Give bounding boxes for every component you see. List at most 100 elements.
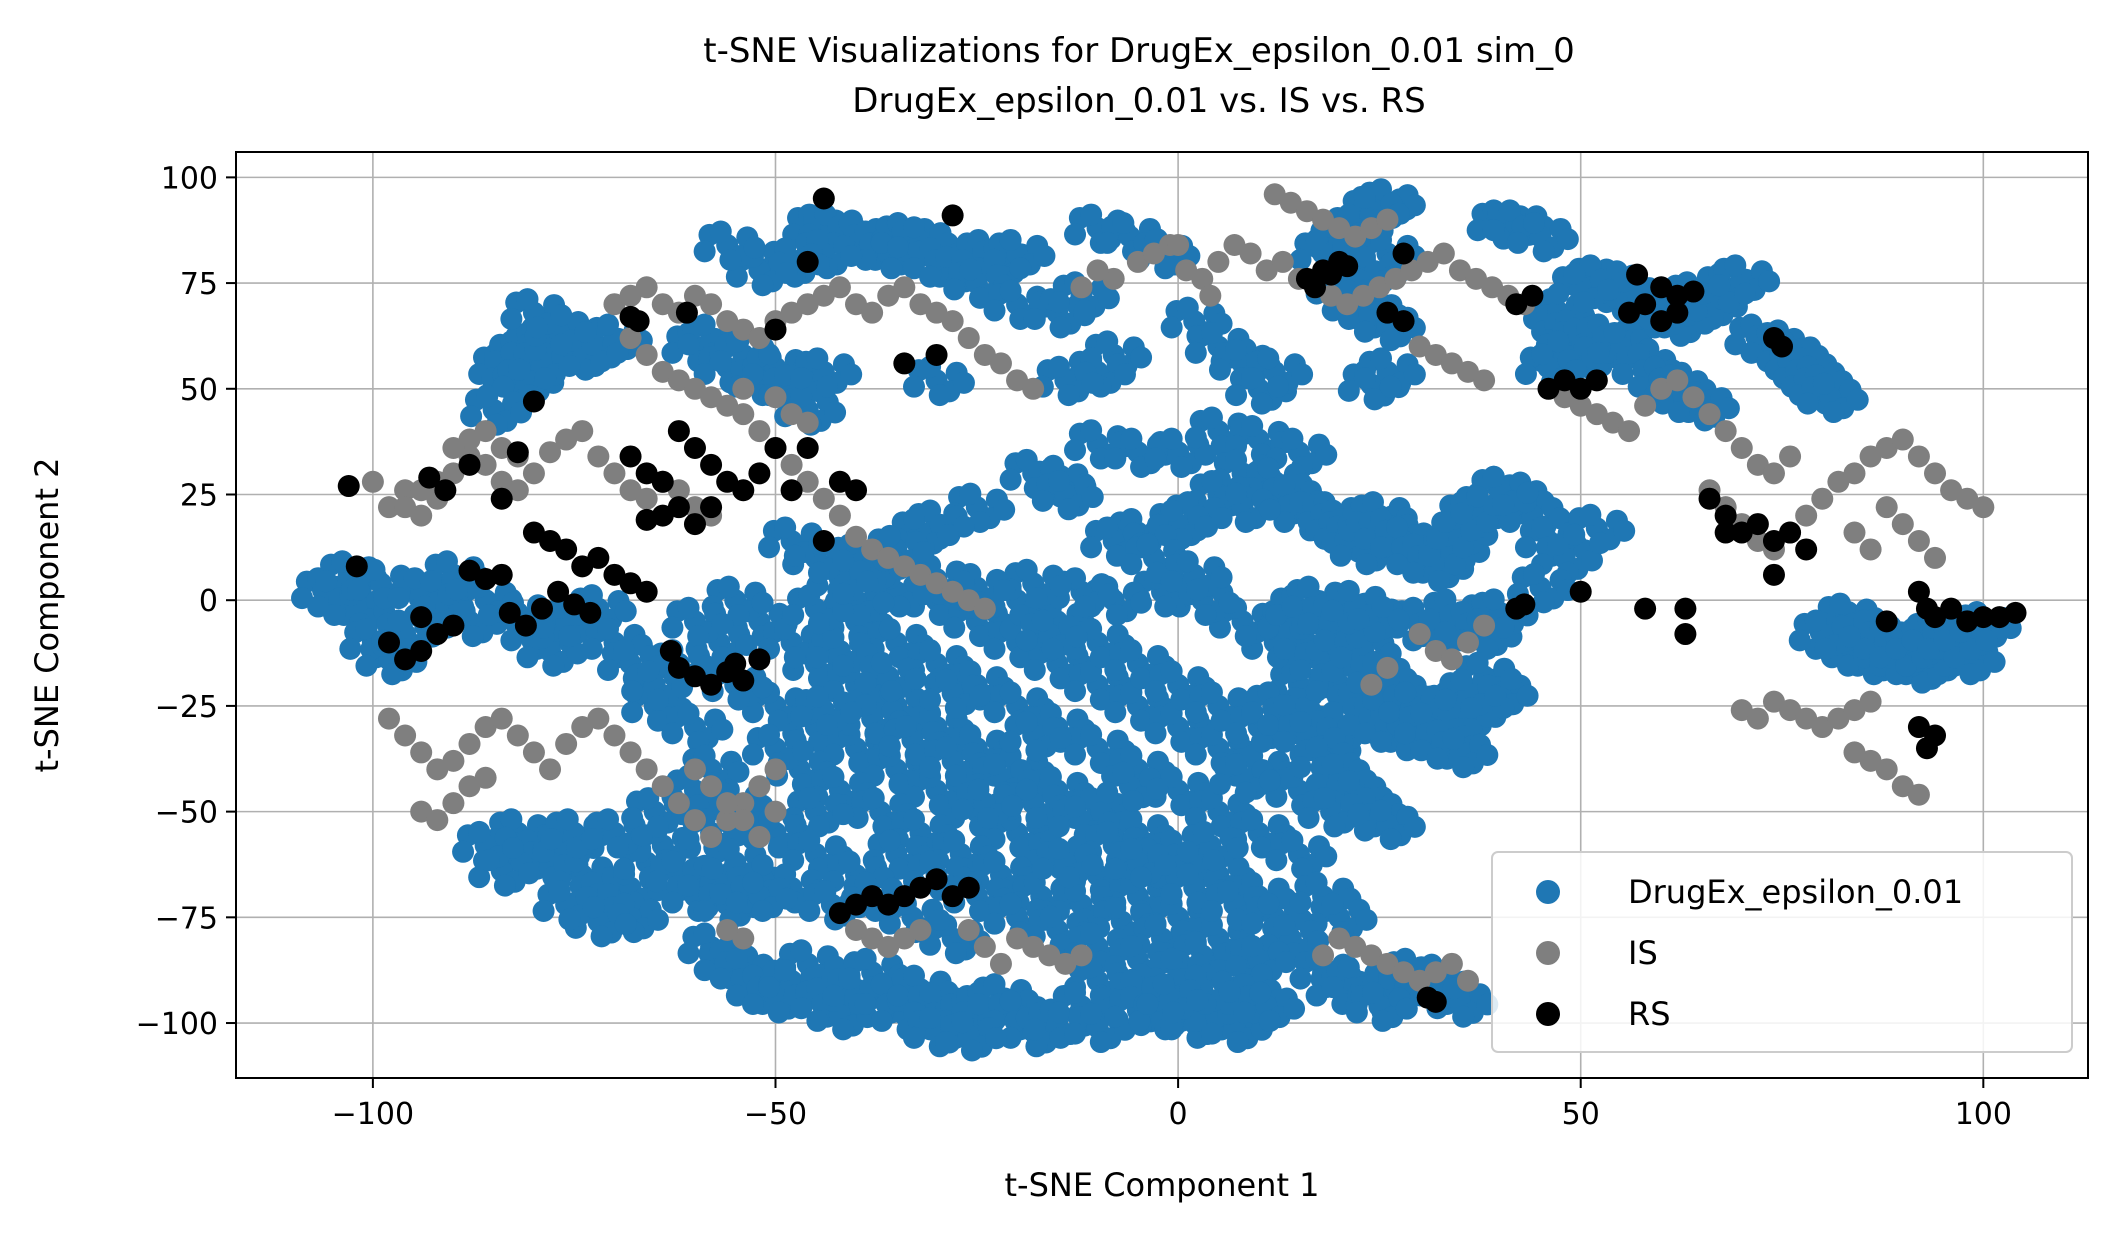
legend: DrugEx_epsilon_0.01 IS RS — [1491, 851, 2073, 1053]
point-drugex-epsilon-0-01 — [902, 508, 925, 531]
point-drugex-epsilon-0-01 — [1370, 536, 1393, 559]
point-drugex-epsilon-0-01 — [1217, 880, 1240, 903]
point-is — [1352, 284, 1375, 307]
point-drugex-epsilon-0-01 — [307, 595, 330, 618]
point-is — [619, 284, 642, 307]
x-axis-label: t-SNE Component 1 — [1004, 1166, 1319, 1204]
point-drugex-epsilon-0-01 — [832, 582, 855, 605]
point-drugex-epsilon-0-01 — [935, 736, 958, 759]
point-drugex-epsilon-0-01 — [1329, 646, 1352, 669]
point-is — [716, 809, 739, 832]
point-is — [732, 318, 755, 341]
point-drugex-epsilon-0-01 — [693, 922, 716, 945]
point-rs — [1915, 737, 1938, 760]
point-is — [1473, 369, 1496, 392]
point-drugex-epsilon-0-01 — [1081, 853, 1104, 876]
point-is — [1006, 927, 1029, 950]
point-drugex-epsilon-0-01 — [1064, 439, 1087, 462]
point-drugex-epsilon-0-01 — [993, 579, 1016, 602]
point-is — [619, 327, 642, 350]
point-rs — [345, 555, 368, 578]
point-drugex-epsilon-0-01 — [807, 667, 830, 690]
point-rs — [675, 301, 698, 324]
point-rs — [1320, 263, 1343, 286]
point-drugex-epsilon-0-01 — [590, 350, 613, 373]
point-is — [1907, 783, 1930, 806]
point-drugex-epsilon-0-01 — [1531, 343, 1554, 366]
point-drugex-epsilon-0-01 — [880, 257, 903, 280]
point-is — [506, 724, 529, 747]
point-is — [683, 377, 706, 400]
point-drugex-epsilon-0-01 — [558, 908, 581, 931]
point-is — [1746, 530, 1769, 553]
point-drugex-epsilon-0-01 — [902, 375, 925, 398]
point-drugex-epsilon-0-01 — [1104, 1005, 1127, 1028]
point-drugex-epsilon-0-01 — [878, 617, 901, 640]
point-rs — [812, 187, 835, 210]
point-drugex-epsilon-0-01 — [1442, 727, 1465, 750]
point-is — [587, 445, 610, 468]
point-drugex-epsilon-0-01 — [1476, 510, 1499, 533]
point-is — [732, 927, 755, 950]
point-drugex-epsilon-0-01 — [1241, 414, 1264, 437]
point-rs — [1505, 293, 1528, 316]
point-rs — [845, 893, 868, 916]
point-drugex-epsilon-0-01 — [1305, 871, 1328, 894]
point-drugex-epsilon-0-01 — [1514, 362, 1537, 385]
point-drugex-epsilon-0-01 — [1838, 625, 1861, 648]
point-drugex-epsilon-0-01 — [1234, 625, 1257, 648]
point-is — [458, 732, 481, 755]
point-is — [1585, 403, 1608, 426]
point-drugex-epsilon-0-01 — [500, 808, 523, 831]
point-drugex-epsilon-0-01 — [1096, 231, 1119, 254]
point-drugex-epsilon-0-01 — [452, 840, 475, 863]
point-is — [828, 504, 851, 527]
point-drugex-epsilon-0-01 — [1146, 777, 1169, 800]
point-rs — [1762, 563, 1785, 586]
point-drugex-epsilon-0-01 — [1321, 599, 1344, 622]
point-is — [1473, 614, 1496, 637]
point-is — [700, 386, 723, 409]
point-is — [1142, 242, 1165, 265]
point-rs — [522, 521, 545, 544]
point-drugex-epsilon-0-01 — [1144, 680, 1167, 703]
point-drugex-epsilon-0-01 — [1589, 532, 1612, 555]
point-is — [1408, 623, 1431, 646]
point-drugex-epsilon-0-01 — [532, 616, 555, 639]
point-drugex-epsilon-0-01 — [1049, 316, 1072, 339]
point-is — [667, 792, 690, 815]
point-drugex-epsilon-0-01 — [1009, 836, 1032, 859]
point-drugex-epsilon-0-01 — [613, 639, 636, 662]
point-drugex-epsilon-0-01 — [1394, 722, 1417, 745]
point-drugex-epsilon-0-01 — [1492, 616, 1515, 639]
point-drugex-epsilon-0-01 — [1241, 701, 1264, 724]
point-drugex-epsilon-0-01 — [1613, 519, 1636, 542]
point-is — [716, 310, 739, 333]
point-drugex-epsilon-0-01 — [1975, 629, 1998, 652]
point-drugex-epsilon-0-01 — [928, 604, 951, 626]
point-drugex-epsilon-0-01 — [315, 570, 338, 593]
point-drugex-epsilon-0-01 — [1273, 510, 1296, 533]
point-drugex-epsilon-0-01 — [1080, 419, 1103, 442]
point-is — [748, 420, 771, 443]
series-drugex-epsilon-0-01 — [291, 178, 2022, 1062]
point-drugex-epsilon-0-01 — [1218, 591, 1241, 614]
point-drugex-epsilon-0-01 — [693, 240, 716, 263]
point-drugex-epsilon-0-01 — [767, 836, 790, 859]
point-is — [1762, 462, 1785, 485]
point-drugex-epsilon-0-01 — [1154, 595, 1177, 618]
point-is — [1344, 935, 1367, 958]
point-drugex-epsilon-0-01 — [1370, 799, 1393, 822]
point-rs — [2004, 601, 2027, 624]
point-drugex-epsilon-0-01 — [1355, 553, 1378, 576]
point-drugex-epsilon-0-01 — [919, 850, 942, 873]
legend-marker-drugex — [1536, 880, 1560, 904]
point-drugex-epsilon-0-01 — [936, 524, 959, 547]
point-drugex-epsilon-0-01 — [904, 743, 927, 766]
point-drugex-epsilon-0-01 — [790, 367, 813, 390]
point-is — [845, 525, 868, 548]
point-drugex-epsilon-0-01 — [983, 912, 1006, 935]
point-drugex-epsilon-0-01 — [919, 265, 942, 288]
point-is — [796, 411, 819, 434]
point-is — [1940, 479, 1963, 502]
